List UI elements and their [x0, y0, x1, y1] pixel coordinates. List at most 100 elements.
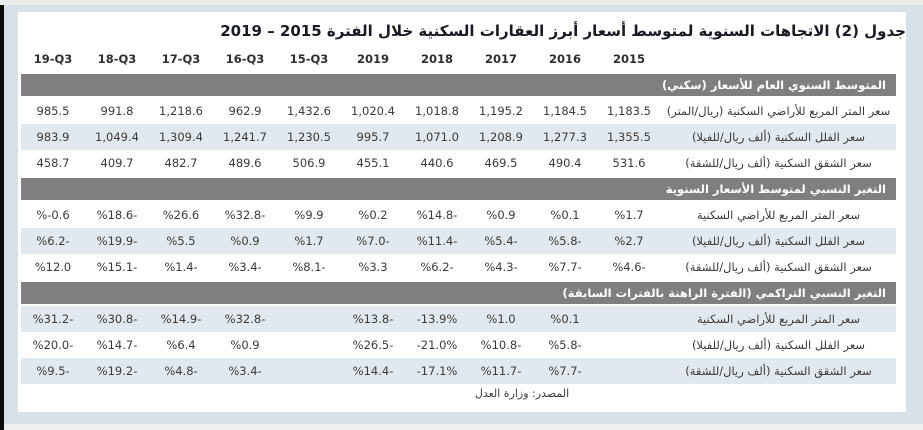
column-header-row: 2015 2016 2017 2018 2019 15-Q3 16-Q3 17-Q3 18-Q3… — [21, 46, 896, 73]
bottom-band — [4, 424, 923, 430]
data-cell: 489.6 — [228, 156, 262, 170]
row-label: سعر الفلل السكنية (ألف ريال/للفيلا) — [661, 124, 896, 150]
table-row: سعر الفلل السكنية (ألف ريال/للفيلا) 1,355… — [21, 124, 896, 150]
table-row: سعر المتر المربع للأراضي السكنية (ريال/ا… — [21, 97, 896, 124]
data-cell: %0.9 — [230, 338, 260, 352]
table-card: جدول (2) الاتجاهات السنوية لمتوسط أسعار … — [18, 12, 906, 412]
row-label: سعر الشقق السكنية (ألف ريال/للشقة) — [685, 156, 872, 170]
table-row: سعر المتر المربع للأراضي السكنية %0.1 %1.0… — [21, 305, 896, 332]
data-cell: %-0.6 — [36, 208, 70, 222]
section-header-row: التغير النسبي لمتوسط الأسعار السنوية — [21, 176, 896, 202]
data-cell: %2.7 — [597, 228, 661, 254]
data-cell: 482.7 — [164, 156, 198, 170]
data-cell: %9.5- — [21, 358, 85, 384]
data-cell: %1.0 — [469, 305, 533, 332]
data-cell: 1,277.3 — [533, 124, 597, 150]
data-cell: 490.4 — [548, 156, 582, 170]
column-header: 2015 — [612, 52, 645, 66]
data-cell: %0.9 — [213, 228, 277, 254]
data-cell — [597, 305, 661, 332]
data-cell: %6.2- — [420, 260, 454, 274]
data-cell: %6.2- — [21, 228, 85, 254]
source-note: المصدر: وزارة العدل — [474, 387, 570, 400]
data-cell: %14.8- — [416, 208, 458, 222]
data-cell: 983.9 — [21, 124, 85, 150]
row-label: سعر المتر المربع للأراضي السكنية — [696, 208, 861, 222]
row-label: سعر المتر المربع للأراضي السكنية (ريال/ا… — [666, 104, 891, 118]
section-header-row: التغير النسبي التراكمي (الفترة الراهنة ب… — [21, 280, 896, 306]
data-cell: %18.6- — [96, 208, 138, 222]
data-cell: %1.4- — [164, 260, 198, 274]
data-cell: -21.0% — [416, 338, 458, 352]
data-cell: %5.4- — [469, 228, 533, 254]
data-cell — [277, 305, 341, 332]
column-header: 17-Q3 — [161, 52, 201, 66]
data-cell: 1,018.8 — [415, 104, 459, 118]
data-cell: %3.4- — [213, 358, 277, 384]
data-cell: 1,309.4 — [149, 124, 213, 150]
data-cell: %32.8- — [213, 305, 277, 332]
data-cell: 1,071.0 — [405, 124, 469, 150]
section-title: المتوسط السنوي العام للأسعار (سكني) — [21, 72, 896, 98]
row-label: سعر الفلل السكنية (ألف ريال/للفيلا) — [691, 338, 866, 352]
data-cell: %6.4 — [166, 338, 196, 352]
data-cell: %11.7- — [469, 358, 533, 384]
data-cell: %14.7- — [96, 338, 138, 352]
data-cell: %19.9- — [85, 228, 149, 254]
table-row: سعر المتر المربع للأراضي السكنية %1.7 %0.1… — [21, 201, 896, 228]
data-cell: 1,230.5 — [277, 124, 341, 150]
data-cell: 1,195.2 — [479, 104, 523, 118]
column-header: 18-Q3 — [97, 52, 137, 66]
data-cell: %0.1 — [550, 208, 580, 222]
table-row: سعر الشقق السكنية (ألف ريال/للشقة) 531.6 4… — [21, 150, 896, 177]
data-cell: 962.9 — [228, 104, 262, 118]
data-cell: 458.7 — [36, 156, 70, 170]
data-cell: %14.4- — [341, 358, 405, 384]
data-cell: 1,218.6 — [159, 104, 203, 118]
data-cell: -17.1% — [405, 358, 469, 384]
data-cell: 995.7 — [341, 124, 405, 150]
column-header: 19-Q3 — [33, 52, 73, 66]
data-cell: %5.5 — [149, 228, 213, 254]
row-label: سعر الشقق السكنية (ألف ريال/للشقة) — [661, 358, 896, 384]
data-cell: %3.4- — [228, 260, 262, 274]
data-cell: %30.8- — [85, 305, 149, 332]
data-cell: 409.7 — [100, 156, 134, 170]
data-cell — [277, 358, 341, 384]
data-cell: %7.7- — [533, 358, 597, 384]
data-cell: %14.9- — [149, 305, 213, 332]
data-cell: %4.6- — [612, 260, 646, 274]
data-cell: %9.9 — [294, 208, 324, 222]
data-cell: 1,208.9 — [469, 124, 533, 150]
data-cell: 440.6 — [420, 156, 454, 170]
data-cell: %7.0- — [341, 228, 405, 254]
data-cell: %5.8- — [548, 338, 582, 352]
data-cell: %26.5- — [352, 338, 394, 352]
data-cell: %13.8- — [341, 305, 405, 332]
column-header: 2019 — [356, 52, 389, 66]
data-cell: %0.2 — [358, 208, 388, 222]
section-title: التغير النسبي لمتوسط الأسعار السنوية — [21, 176, 896, 202]
data-cell: %12.0 — [34, 260, 72, 274]
data-cell: 985.5 — [36, 104, 70, 118]
data-cell: 1,355.5 — [597, 124, 661, 150]
data-cell: %31.2- — [21, 305, 85, 332]
data-cell: 455.1 — [356, 156, 390, 170]
data-cell: 506.9 — [292, 156, 326, 170]
row-label-header — [661, 46, 896, 73]
data-cell: %15.1- — [96, 260, 138, 274]
data-cell — [597, 358, 661, 384]
data-cell: -13.9% — [405, 305, 469, 332]
data-cell: %10.8- — [480, 338, 522, 352]
table-row: سعر الفلل السكنية (ألف ريال/للفيلا) %2.7%… — [21, 228, 896, 254]
data-cell: %1.7 — [614, 208, 644, 222]
data-cell: %19.2- — [85, 358, 149, 384]
data-cell: %5.8- — [533, 228, 597, 254]
data-cell: %11.4- — [405, 228, 469, 254]
data-cell: 1,020.4 — [351, 104, 395, 118]
top-band — [0, 0, 923, 5]
data-cell: 1,241.7 — [213, 124, 277, 150]
column-header: 2017 — [484, 52, 517, 66]
table-row: سعر الفلل السكنية (ألف ريال/للفيلا) %5.8-… — [21, 332, 896, 358]
data-cell: %7.7- — [548, 260, 582, 274]
